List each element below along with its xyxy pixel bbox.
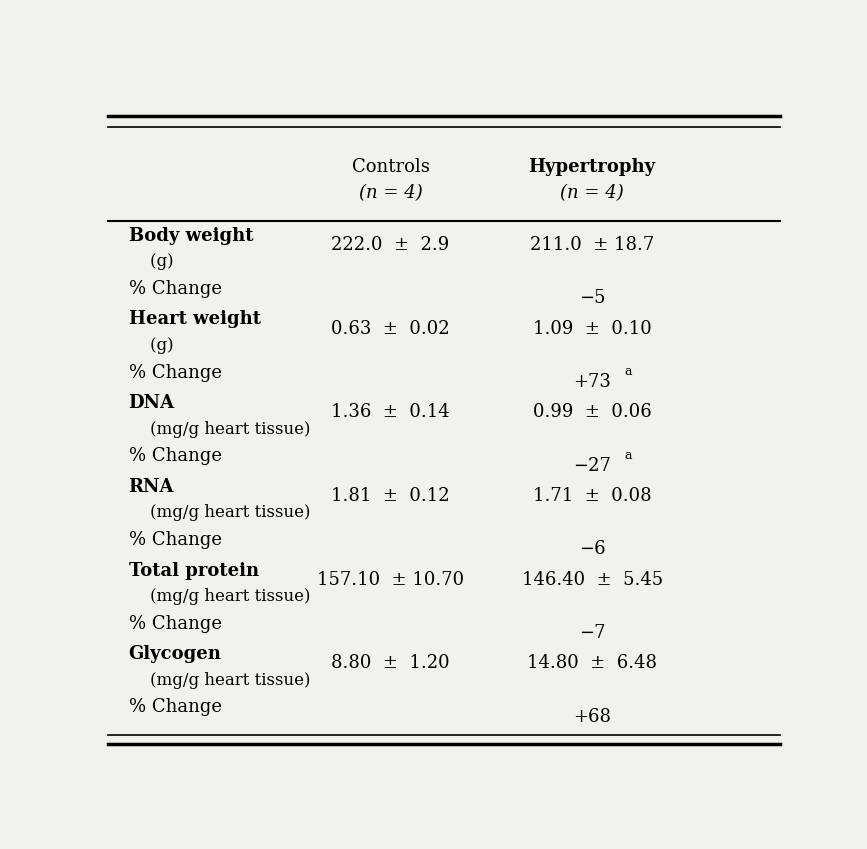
Text: % Change: % Change <box>128 447 222 465</box>
Text: (mg/g heart tissue): (mg/g heart tissue) <box>128 588 310 605</box>
Text: 14.80  ±  6.48: 14.80 ± 6.48 <box>527 655 657 672</box>
Text: DNA: DNA <box>128 394 174 412</box>
Text: (g): (g) <box>128 337 173 354</box>
Text: 1.71  ±  0.08: 1.71 ± 0.08 <box>533 487 651 505</box>
Text: (g): (g) <box>128 253 173 270</box>
Text: 0.63  ±  0.02: 0.63 ± 0.02 <box>331 320 450 338</box>
Text: +68: +68 <box>573 707 611 726</box>
Text: a: a <box>624 449 632 462</box>
Text: (n = 4): (n = 4) <box>359 184 422 202</box>
Text: (mg/g heart tissue): (mg/g heart tissue) <box>128 672 310 689</box>
Text: 211.0  ± 18.7: 211.0 ± 18.7 <box>530 236 655 254</box>
Text: 8.80  ±  1.20: 8.80 ± 1.20 <box>331 655 450 672</box>
Text: % Change: % Change <box>128 363 222 381</box>
Text: Hypertrophy: Hypertrophy <box>529 158 655 177</box>
Text: −5: −5 <box>579 290 605 307</box>
Text: Glycogen: Glycogen <box>128 645 221 663</box>
Text: −6: −6 <box>579 540 605 559</box>
Text: −7: −7 <box>579 624 605 642</box>
Text: % Change: % Change <box>128 280 222 298</box>
Text: (n = 4): (n = 4) <box>560 184 624 202</box>
Text: +73: +73 <box>573 373 611 391</box>
Text: Controls: Controls <box>352 158 429 177</box>
Text: % Change: % Change <box>128 699 222 717</box>
Text: 157.10  ± 10.70: 157.10 ± 10.70 <box>317 571 464 589</box>
Text: −27: −27 <box>573 457 611 475</box>
Text: % Change: % Change <box>128 615 222 633</box>
Text: (mg/g heart tissue): (mg/g heart tissue) <box>128 504 310 521</box>
Text: Body weight: Body weight <box>128 227 253 245</box>
Text: 222.0  ±  2.9: 222.0 ± 2.9 <box>331 236 450 254</box>
Text: 0.99  ±  0.06: 0.99 ± 0.06 <box>533 403 651 421</box>
Text: % Change: % Change <box>128 531 222 549</box>
Text: 1.36  ±  0.14: 1.36 ± 0.14 <box>331 403 450 421</box>
Text: 146.40  ±  5.45: 146.40 ± 5.45 <box>522 571 662 589</box>
Text: 1.09  ±  0.10: 1.09 ± 0.10 <box>533 320 651 338</box>
Text: (mg/g heart tissue): (mg/g heart tissue) <box>128 421 310 438</box>
Text: RNA: RNA <box>128 478 174 496</box>
Text: Total protein: Total protein <box>128 561 258 580</box>
Text: a: a <box>624 365 632 378</box>
Text: Heart weight: Heart weight <box>128 311 260 329</box>
Text: 1.81  ±  0.12: 1.81 ± 0.12 <box>331 487 450 505</box>
